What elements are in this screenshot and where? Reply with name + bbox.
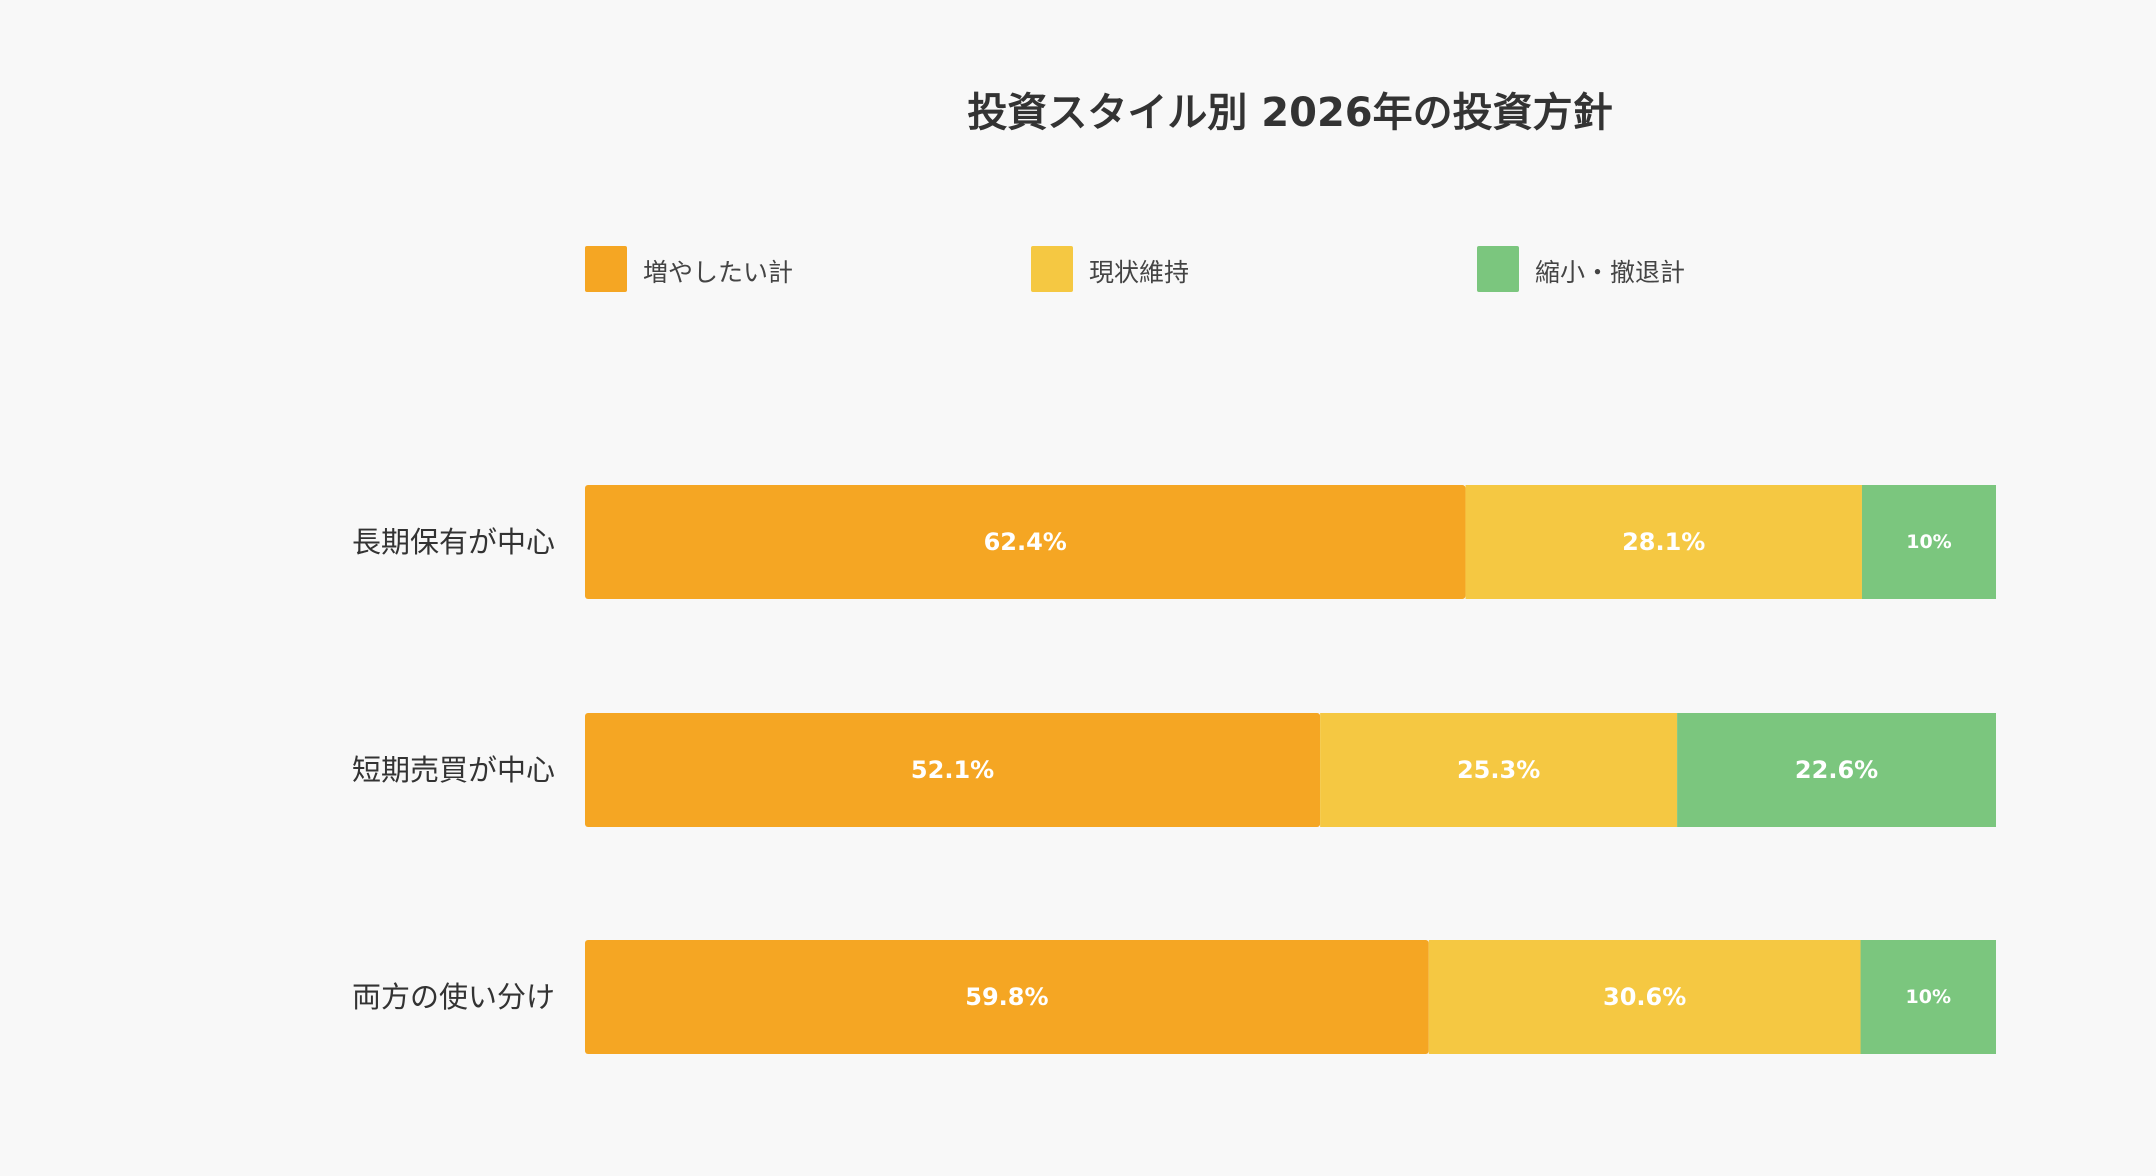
data-label: 30.6% xyxy=(1603,983,1686,1011)
category-label: 長期保有が中心 xyxy=(352,525,555,559)
data-label: 22.6% xyxy=(1795,756,1878,784)
data-label: 10% xyxy=(1906,986,1951,1008)
data-label: 10% xyxy=(1906,531,1951,553)
data-label: 59.8% xyxy=(965,983,1048,1011)
data-label: 62.4% xyxy=(984,528,1067,556)
data-label: 25.3% xyxy=(1457,756,1540,784)
data-label: 52.1% xyxy=(911,756,994,784)
category-label: 両方の使い分け xyxy=(352,980,555,1014)
category-label: 短期売買が中心 xyxy=(352,753,555,787)
data-label: 28.1% xyxy=(1622,528,1705,556)
